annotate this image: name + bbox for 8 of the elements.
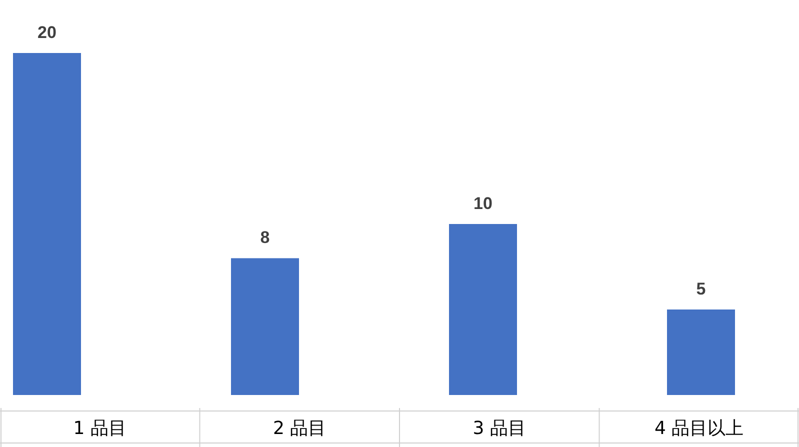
x-tick-label: 3 品目 xyxy=(472,418,526,439)
x-tick-label: 2 品目 xyxy=(273,418,326,439)
data-label: 8 xyxy=(260,228,270,248)
x-tick-label: 4 品目以上 xyxy=(654,418,744,439)
x-tick-label: 1 品目 xyxy=(73,418,126,439)
data-label: 20 xyxy=(38,23,56,42)
data-label: 10 xyxy=(474,194,492,213)
data-label: 5 xyxy=(696,280,706,298)
